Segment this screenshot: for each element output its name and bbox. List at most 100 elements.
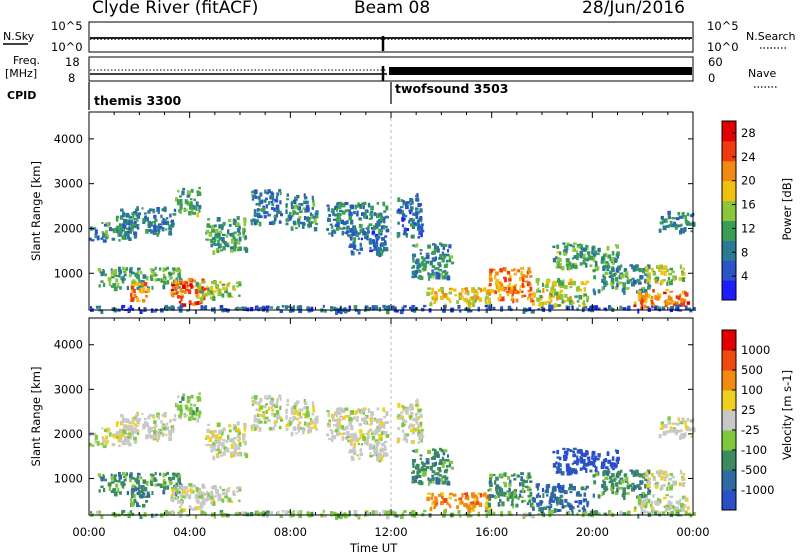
data-cell bbox=[133, 222, 137, 225]
data-cell bbox=[408, 425, 411, 429]
data-cell bbox=[134, 280, 137, 283]
data-cell bbox=[487, 502, 491, 508]
data-cell bbox=[258, 208, 262, 211]
data-cell bbox=[679, 293, 682, 298]
data-cell bbox=[96, 440, 100, 446]
data-cell bbox=[309, 212, 313, 217]
data-cell bbox=[448, 298, 451, 302]
data-cell bbox=[677, 304, 682, 307]
data-cell bbox=[133, 493, 136, 499]
data-cell bbox=[680, 421, 684, 425]
data-cell bbox=[175, 197, 178, 200]
data-cell bbox=[371, 510, 375, 515]
data-cell bbox=[433, 291, 438, 295]
data-cell bbox=[385, 434, 390, 438]
data-cell bbox=[213, 486, 216, 489]
data-cell bbox=[117, 282, 120, 288]
data-cell bbox=[177, 189, 180, 193]
data-cell bbox=[200, 297, 204, 302]
data-cell bbox=[423, 509, 427, 513]
data-cell bbox=[124, 232, 128, 236]
data-cell bbox=[417, 224, 421, 229]
data-cell bbox=[441, 476, 444, 479]
data-cell bbox=[507, 492, 511, 496]
data-cell bbox=[148, 228, 152, 233]
data-cell bbox=[337, 513, 340, 519]
data-cell bbox=[145, 294, 149, 298]
data-cell bbox=[396, 438, 400, 444]
data-cell bbox=[335, 428, 338, 433]
data-cell bbox=[419, 252, 422, 255]
data-cell bbox=[257, 307, 261, 312]
data-cell bbox=[520, 472, 524, 476]
data-cell bbox=[306, 511, 310, 514]
data-cell bbox=[661, 218, 664, 223]
data-cell bbox=[445, 253, 450, 257]
data-cell bbox=[270, 200, 274, 204]
data-cell bbox=[432, 500, 437, 504]
data-cell bbox=[576, 307, 579, 311]
data-cell bbox=[157, 209, 160, 215]
data-cell bbox=[650, 267, 654, 272]
data-cell bbox=[284, 305, 289, 310]
data-cell bbox=[489, 477, 493, 480]
data-cell bbox=[215, 489, 219, 495]
data-cell bbox=[344, 221, 347, 225]
data-cell bbox=[124, 474, 127, 480]
data-cell bbox=[659, 498, 662, 504]
cpid-label: CPID bbox=[7, 89, 36, 102]
data-cell bbox=[304, 414, 308, 419]
data-cell bbox=[253, 221, 257, 226]
data-cell bbox=[303, 216, 306, 221]
data-cell bbox=[290, 226, 294, 231]
data-cell bbox=[169, 419, 172, 423]
data-cell bbox=[329, 429, 333, 432]
data-cell bbox=[373, 448, 376, 453]
data-cell bbox=[179, 500, 184, 504]
data-cell bbox=[519, 285, 524, 288]
data-cell bbox=[431, 474, 434, 477]
data-cell bbox=[663, 496, 667, 500]
data-cell bbox=[617, 487, 622, 490]
data-cell bbox=[672, 301, 677, 307]
data-cell bbox=[357, 407, 360, 413]
data-cell bbox=[443, 469, 448, 474]
data-cell bbox=[121, 278, 124, 283]
data-cell bbox=[359, 205, 363, 209]
data-cell bbox=[461, 493, 464, 498]
data-cell bbox=[600, 260, 605, 264]
data-cell bbox=[200, 510, 204, 515]
data-cell bbox=[594, 510, 599, 515]
data-cell bbox=[139, 290, 144, 294]
data-cell bbox=[303, 401, 308, 406]
data-cell bbox=[383, 210, 387, 213]
data-cell bbox=[222, 233, 226, 236]
data-cell bbox=[334, 512, 338, 516]
data-cell bbox=[410, 209, 413, 213]
data-cell bbox=[609, 475, 613, 478]
data-cell bbox=[552, 450, 556, 454]
data-cell bbox=[292, 415, 295, 421]
data-cell bbox=[210, 238, 214, 244]
data-cell bbox=[435, 271, 439, 277]
data-cell bbox=[521, 487, 524, 493]
data-cell bbox=[441, 276, 446, 280]
data-cell bbox=[619, 477, 624, 481]
data-cell bbox=[193, 198, 196, 202]
data-cell bbox=[431, 501, 435, 506]
data-cell bbox=[311, 195, 314, 200]
data-cell bbox=[118, 471, 121, 477]
data-cell bbox=[214, 235, 219, 239]
data-cell bbox=[135, 274, 140, 279]
data-cell bbox=[207, 423, 210, 426]
data-cell bbox=[100, 443, 104, 446]
data-cell bbox=[275, 419, 278, 423]
data-cell bbox=[357, 514, 361, 520]
data-cell bbox=[165, 217, 169, 220]
data-cell bbox=[423, 471, 427, 474]
data-cell bbox=[346, 230, 350, 234]
data-cell bbox=[125, 418, 130, 424]
data-cell bbox=[141, 309, 145, 313]
data-cell bbox=[312, 199, 315, 203]
